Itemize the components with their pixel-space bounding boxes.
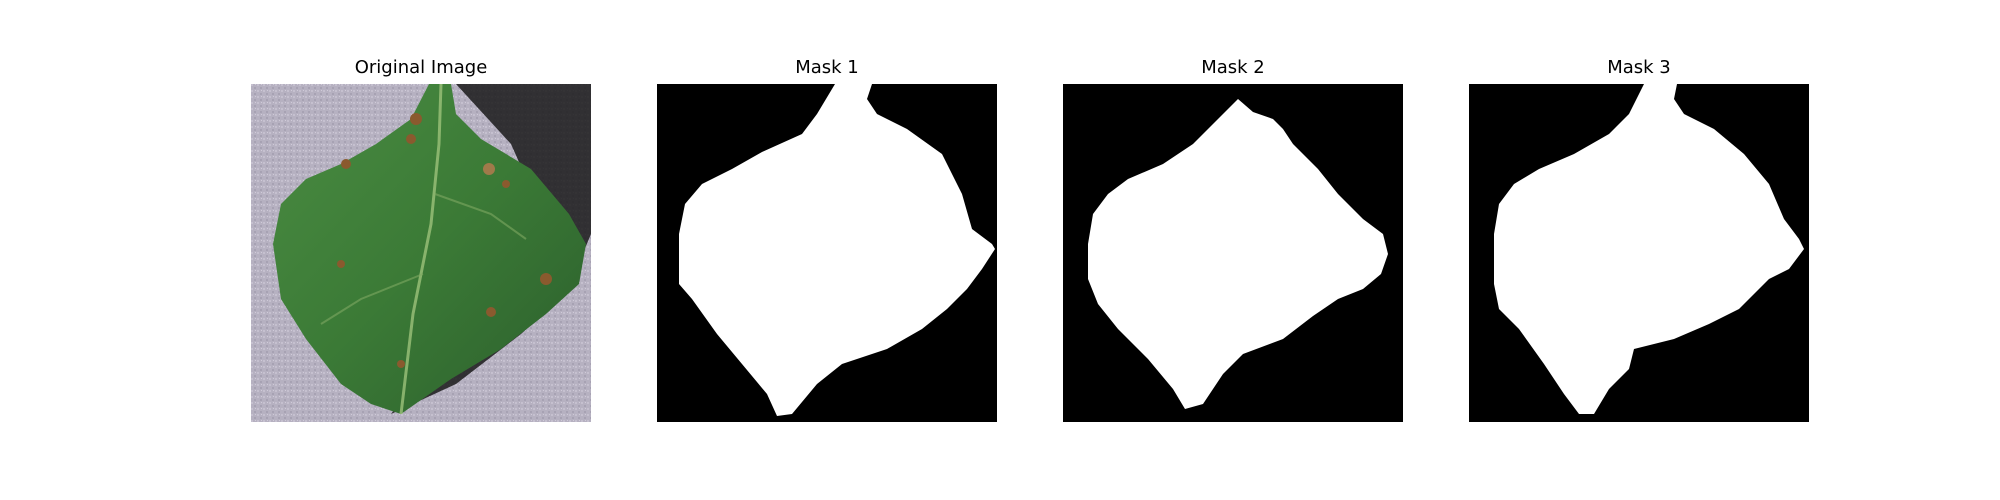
panel-original-image: Original Image	[251, 0, 591, 500]
panel-mask-1: Mask 1	[657, 0, 997, 500]
leaf-spot	[397, 360, 405, 368]
leaf-spot	[337, 260, 345, 268]
panel-mask-3: Mask 3	[1469, 0, 1809, 500]
mask-foreground	[1088, 99, 1388, 409]
leaf-spot	[486, 307, 496, 317]
mask-image	[1063, 84, 1403, 422]
leaf-spot	[502, 180, 510, 188]
panel-title: Mask 3	[1607, 57, 1671, 78]
leaf-photo	[251, 84, 591, 422]
leaf-vein	[320, 273, 424, 325]
leaf-shadow	[391, 84, 591, 414]
leaf	[273, 84, 586, 414]
leaf-spot	[406, 134, 416, 144]
panel-title: Mask 1	[795, 57, 859, 78]
mask-image	[1469, 84, 1809, 422]
mask-foreground	[679, 84, 995, 416]
leaf-spot	[483, 163, 495, 175]
leaf-spot	[410, 113, 422, 125]
mask-foreground	[1494, 84, 1804, 414]
leaf-midrib	[399, 84, 443, 415]
panel-title: Original Image	[354, 57, 488, 78]
panel-title: Mask 2	[1201, 57, 1265, 78]
mask-image	[657, 84, 997, 422]
leaf-vein	[434, 193, 527, 240]
panel-mask-2: Mask 2	[1063, 0, 1403, 500]
leaf-spot	[341, 159, 351, 169]
leaf-spot	[540, 273, 552, 285]
